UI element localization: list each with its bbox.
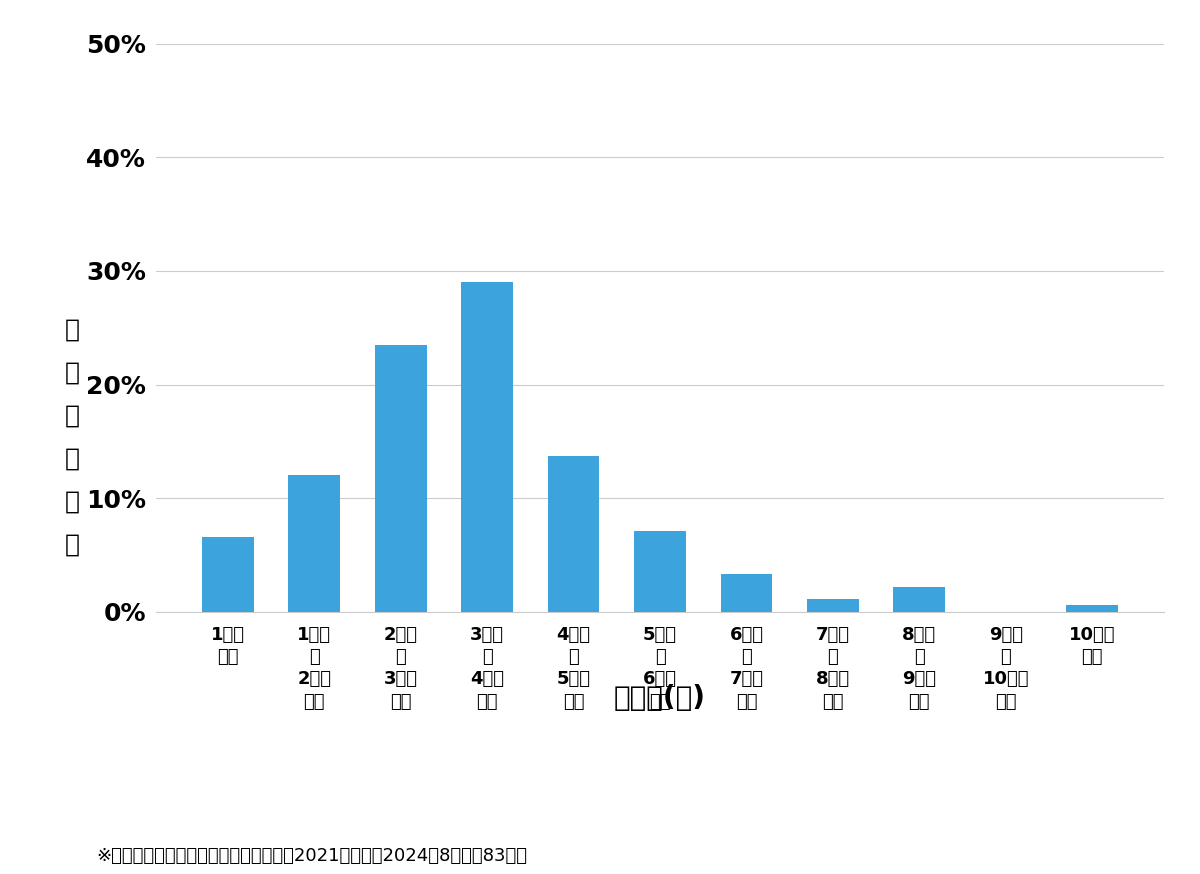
Text: 8万円
～
9万円
未満: 8万円 ～ 9万円 未満 bbox=[902, 626, 936, 711]
Bar bbox=[1067, 605, 1118, 612]
Bar bbox=[634, 531, 686, 612]
Bar bbox=[547, 456, 600, 612]
Bar bbox=[374, 344, 426, 612]
Text: 3万円
～
4万円
未満: 3万円 ～ 4万円 未満 bbox=[470, 626, 504, 711]
Bar bbox=[461, 282, 514, 612]
Bar bbox=[288, 475, 340, 612]
Text: 1万円
～
2万円
未満: 1万円 ～ 2万円 未満 bbox=[298, 626, 331, 711]
Text: 2万円
～
3万円
未満: 2万円 ～ 3万円 未満 bbox=[384, 626, 418, 711]
Text: ※弊社受付の案件を対象に集計（期間：2021年１月～2024年8月、記83件）: ※弊社受付の案件を対象に集計（期間：2021年１月～2024年8月、記83件） bbox=[96, 847, 527, 865]
Text: 9万円
～
10万円
未満: 9万円 ～ 10万円 未満 bbox=[983, 626, 1030, 711]
Text: 5万円
～
6万円
未満: 5万円 ～ 6万円 未満 bbox=[643, 626, 677, 711]
X-axis label: 価格帯(円): 価格帯(円) bbox=[614, 684, 706, 712]
Text: 6万円
～
7万円
未満: 6万円 ～ 7万円 未満 bbox=[730, 626, 763, 711]
Bar bbox=[202, 537, 253, 612]
Bar bbox=[806, 600, 859, 612]
Text: 1万円
未満: 1万円 未満 bbox=[211, 626, 245, 666]
Bar bbox=[720, 574, 773, 612]
Text: 10万円
以上: 10万円 以上 bbox=[1069, 626, 1116, 666]
Text: 4万円
～
5万円
未満: 4万円 ～ 5万円 未満 bbox=[557, 626, 590, 711]
Text: 価
格
帯
の
割
合: 価 格 帯 の 割 合 bbox=[65, 317, 79, 557]
Text: 7万円
～
8万円
未満: 7万円 ～ 8万円 未満 bbox=[816, 626, 850, 711]
Bar bbox=[894, 586, 946, 612]
